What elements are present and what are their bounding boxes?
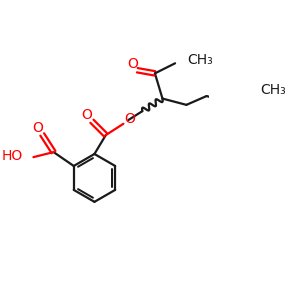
Text: O: O	[124, 112, 135, 126]
Text: CH₃: CH₃	[261, 83, 286, 98]
Text: CH₃: CH₃	[188, 52, 213, 67]
Text: O: O	[32, 121, 43, 135]
Text: O: O	[128, 57, 138, 71]
Text: O: O	[82, 108, 92, 122]
Text: HO: HO	[2, 149, 23, 163]
